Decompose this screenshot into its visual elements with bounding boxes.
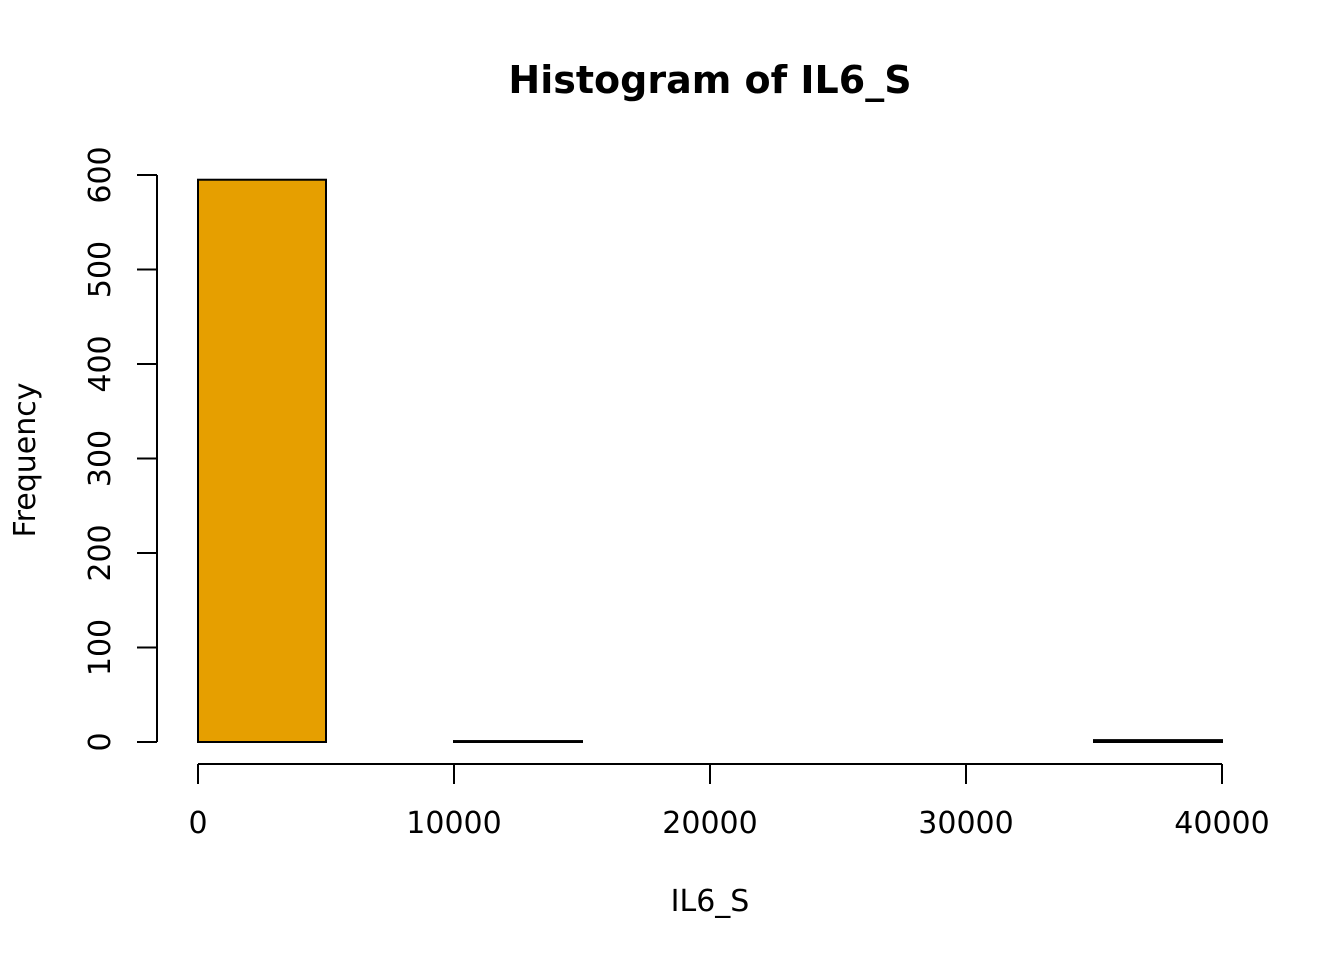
y-tick-label: 300 xyxy=(83,430,118,487)
y-tick-label: 500 xyxy=(83,241,118,298)
y-tick-label: 600 xyxy=(83,146,118,203)
y-axis-label: Frequency xyxy=(8,383,43,538)
y-tick-label: 0 xyxy=(83,732,118,751)
x-tick-label: 20000 xyxy=(662,806,757,841)
x-tick-label: 10000 xyxy=(406,806,501,841)
x-tick-label: 0 xyxy=(188,806,207,841)
histogram-bar-7 xyxy=(1093,739,1223,743)
histogram-bar-2 xyxy=(453,740,583,743)
x-tick-label: 30000 xyxy=(918,806,1013,841)
histogram-bar-0 xyxy=(197,178,327,744)
x-tick-label: 40000 xyxy=(1174,806,1269,841)
y-tick-label: 100 xyxy=(83,619,118,676)
chart-title: Histogram of IL6_S xyxy=(508,58,911,102)
y-tick-label: 400 xyxy=(83,335,118,392)
bars-group xyxy=(197,178,1223,744)
y-tick-label: 200 xyxy=(83,524,118,581)
x-ticks-group: 0 10000 20000 30000 40000 xyxy=(188,764,1270,841)
x-axis-label: IL6_S xyxy=(671,884,750,919)
y-ticks-group: 0 100 200 300 400 500 600 xyxy=(83,146,157,752)
